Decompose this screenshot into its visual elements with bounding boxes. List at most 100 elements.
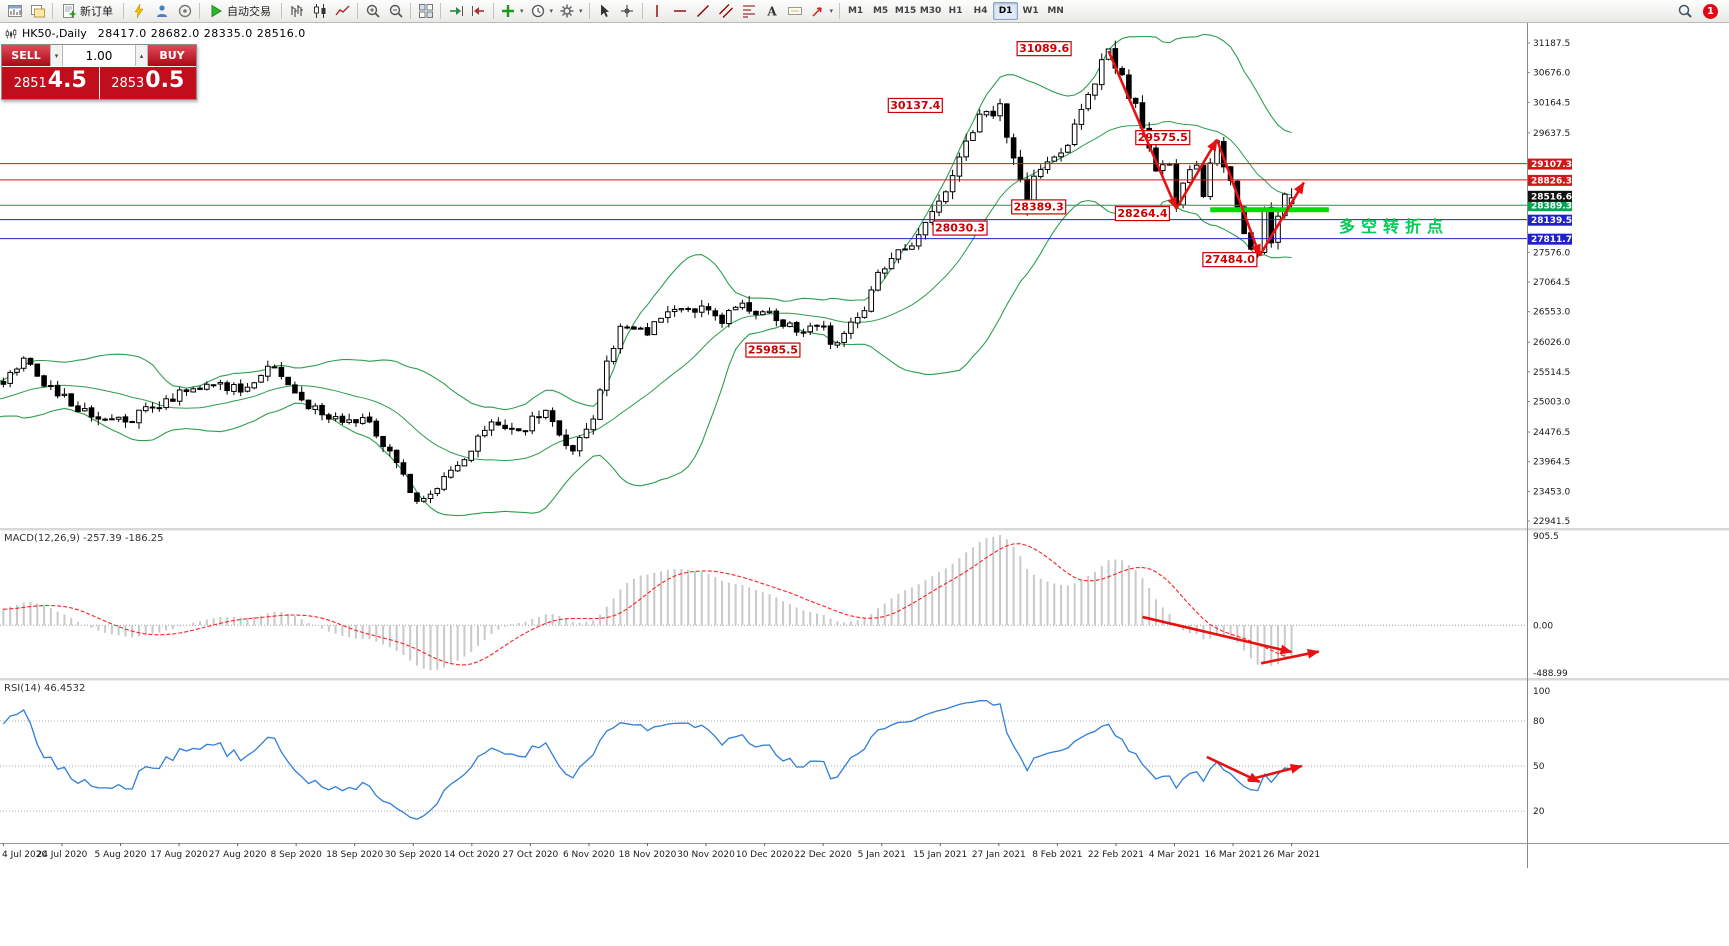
svg-text:905.5: 905.5 bbox=[1533, 532, 1559, 542]
toolbar-indicators-button[interactable]: ▾ bbox=[497, 1, 527, 21]
toolbar-line-chart-mode-button[interactable] bbox=[331, 1, 354, 21]
volume-input[interactable] bbox=[63, 45, 135, 66]
axis-price-label-29107.3: 29107.3 bbox=[1528, 158, 1572, 170]
volume-increase-icon[interactable]: ▴ bbox=[135, 45, 148, 66]
volume-decrease-icon[interactable]: ▾ bbox=[50, 45, 63, 66]
toolbar-community-button[interactable] bbox=[150, 1, 173, 21]
plus-green-icon bbox=[502, 5, 514, 17]
price-callout-28389.3[interactable]: 28389.3 bbox=[1011, 199, 1067, 215]
price-callout-28264.4[interactable]: 28264.4 bbox=[1114, 205, 1171, 222]
bollinger-bands[interactable] bbox=[0, 33, 1292, 517]
svg-text:26553.0: 26553.0 bbox=[1533, 308, 1570, 318]
trend-arrow[interactable] bbox=[1175, 138, 1219, 210]
toolbar-templates-button[interactable]: ▾ bbox=[556, 1, 586, 21]
bid-price-small: 2851 bbox=[13, 76, 47, 91]
timeframe-M1-button[interactable]: M1 bbox=[847, 6, 864, 16]
svg-text:18 Sep 2020: 18 Sep 2020 bbox=[326, 850, 383, 860]
toolbar-vertical-line-tool-button[interactable] bbox=[646, 1, 669, 21]
price-callout-28030.3[interactable]: 28030.3 bbox=[932, 220, 988, 236]
notification-badge[interactable]: 1 bbox=[1703, 3, 1718, 19]
candles-icon bbox=[313, 4, 325, 18]
toolbar-candlestick-mode-button[interactable] bbox=[308, 1, 331, 21]
shapes-arrow-icon bbox=[812, 7, 822, 17]
rsi-arrow[interactable] bbox=[1206, 755, 1261, 784]
axis-price-label-28139.5: 28139.5 bbox=[1528, 214, 1572, 226]
toolbar-chart-shift-button[interactable] bbox=[467, 1, 490, 21]
toolbar-separator bbox=[357, 3, 358, 19]
toolbar-separator bbox=[281, 3, 282, 19]
svg-text:30676.0: 30676.0 bbox=[1533, 69, 1570, 79]
toolbar-auto-scroll-button[interactable] bbox=[444, 1, 467, 21]
toolbar-periods-button[interactable]: ▾ bbox=[527, 1, 557, 21]
rsi-line bbox=[2, 699, 1292, 820]
toolbar-text-label-tool-button[interactable] bbox=[784, 1, 807, 21]
bid-price[interactable]: 2851 4.5 bbox=[2, 67, 100, 99]
toolbar-support-button[interactable] bbox=[173, 1, 196, 21]
toolbar-horizontal-line-tool-button[interactable] bbox=[669, 1, 692, 21]
trend-arrow[interactable] bbox=[1107, 50, 1178, 210]
macd-arrow[interactable] bbox=[1142, 615, 1293, 655]
trade-panel-prices: 2851 4.5 2853 0.5 bbox=[2, 67, 196, 99]
chart-title: HK50-,Daily 28417.0 28682.0 28335.0 2851… bbox=[5, 27, 306, 40]
toolbar-zoom-out-button[interactable] bbox=[384, 1, 407, 21]
timeframe-MN-button[interactable]: MN bbox=[1047, 6, 1064, 16]
svg-text:4 Jul 2020: 4 Jul 2020 bbox=[2, 850, 47, 860]
toolbar-new-order-button[interactable]: 新订单 bbox=[56, 1, 120, 21]
toolbar-zoom-in-button[interactable] bbox=[361, 1, 384, 21]
price-callout-27484.0[interactable]: 27484.0 bbox=[1202, 252, 1258, 268]
annotation-text[interactable]: 多空转折点 bbox=[1339, 217, 1449, 236]
search-icon bbox=[1678, 4, 1692, 18]
svg-text:27484.0: 27484.0 bbox=[1205, 253, 1255, 266]
timeframe-M5-button[interactable]: M5 bbox=[872, 6, 889, 16]
toolbar-crosshair-mode-button[interactable] bbox=[616, 1, 639, 21]
svg-text:28264.4: 28264.4 bbox=[1117, 207, 1167, 220]
svg-text:80: 80 bbox=[1533, 717, 1545, 727]
trend-arrow[interactable] bbox=[1215, 139, 1261, 257]
svg-text:15 Jan 2021: 15 Jan 2021 bbox=[913, 850, 967, 860]
timeframe-M15-button[interactable]: M15 bbox=[894, 6, 917, 16]
svg-text:31187.5: 31187.5 bbox=[1533, 39, 1570, 49]
buy-button[interactable]: BUY bbox=[148, 45, 196, 66]
toolbar-text-tool-button[interactable]: A bbox=[761, 1, 784, 21]
toolbar-channel-tool-button[interactable] bbox=[715, 1, 738, 21]
timeframe-W1-button[interactable]: W1 bbox=[1022, 6, 1039, 16]
toolbar-bar-chart-mode-button[interactable] bbox=[285, 1, 308, 21]
toolbar-chart-profiles-button[interactable] bbox=[26, 1, 49, 21]
svg-text:8 Feb 2021: 8 Feb 2021 bbox=[1032, 850, 1082, 860]
timeframe-D1-button[interactable]: D1 bbox=[993, 2, 1019, 20]
toolbar-autotrading-button[interactable]: 自动交易 bbox=[203, 1, 278, 21]
svg-text:28389.3: 28389.3 bbox=[1014, 200, 1064, 213]
toolbar-fibonacci-tool-button[interactable] bbox=[738, 1, 761, 21]
macd-arrow[interactable] bbox=[1260, 648, 1320, 665]
price-axis[interactable]: 31187.5 30676.0 30164.5 29637.5 27576.0 27064… bbox=[1527, 23, 1572, 868]
timeframe-H4-button[interactable]: H4 bbox=[973, 6, 988, 16]
price-callout-25985.5[interactable]: 25985.5 bbox=[745, 342, 801, 358]
panel-separator[interactable] bbox=[0, 678, 1729, 681]
trend-arrow[interactable] bbox=[1258, 181, 1305, 257]
panel-separator[interactable] bbox=[0, 528, 1729, 531]
timeframe-H1-button[interactable]: H1 bbox=[948, 6, 963, 16]
toolbar-new-chart-button[interactable] bbox=[3, 1, 26, 21]
toolbar-trendline-tool-button[interactable] bbox=[692, 1, 715, 21]
toolbar-separator bbox=[493, 3, 494, 19]
ask-price[interactable]: 2853 0.5 bbox=[100, 67, 197, 99]
rsi-arrow[interactable] bbox=[1247, 763, 1303, 782]
toolbar-tile-windows-button[interactable] bbox=[414, 1, 437, 21]
sell-button[interactable]: SELL bbox=[2, 45, 50, 66]
timeframe-M30-button[interactable]: M30 bbox=[919, 6, 942, 16]
price-chart-svg[interactable]: 31089.6 30137.4 29575.5 28389.3 28264.4 28030… bbox=[0, 23, 1729, 946]
svg-text:23964.5: 23964.5 bbox=[1533, 458, 1570, 468]
search-button[interactable] bbox=[1673, 1, 1696, 21]
toolbar-button-groups: 新订单 自动交易 ▾ ▾ ▾ A ▾ M1 M5 M15 M30 H1 H4 D1 W1 MN bbox=[3, 0, 1068, 22]
price-callout-29575.5[interactable]: 29575.5 bbox=[1135, 130, 1191, 146]
macd-indicator-label: MACD(12,26,9) -257.39 -186.25 bbox=[4, 533, 164, 544]
price-callout-30137.4[interactable]: 30137.4 bbox=[887, 97, 943, 114]
toolbar-cursor-mode-button[interactable] bbox=[593, 1, 616, 21]
toolbar-scripts-button[interactable] bbox=[127, 1, 150, 21]
price-callout-31089.6[interactable]: 31089.6 bbox=[1016, 41, 1072, 57]
toolbar-separator bbox=[588, 3, 590, 19]
toolbar-arrows-tool-button[interactable]: ▾ bbox=[807, 1, 837, 21]
toolbar-autotrading-label: 自动交易 bbox=[227, 5, 271, 18]
svg-text:4 Mar 2021: 4 Mar 2021 bbox=[1149, 850, 1200, 860]
